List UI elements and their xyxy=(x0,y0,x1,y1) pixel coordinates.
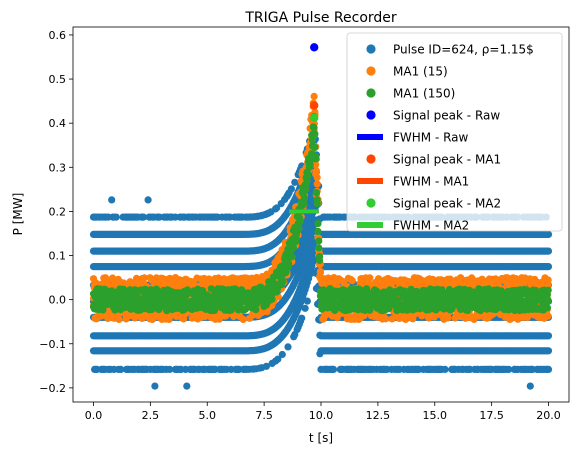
raw-point xyxy=(284,343,291,350)
raw-outlier-point xyxy=(183,383,190,390)
raw-point xyxy=(545,263,552,270)
raw-point xyxy=(441,366,448,373)
raw-point xyxy=(288,185,295,192)
ma1-point xyxy=(382,315,389,322)
raw-point xyxy=(545,366,552,373)
raw-point xyxy=(298,315,305,322)
ma1-point xyxy=(349,277,356,284)
ma1-point xyxy=(240,316,247,323)
raw-point xyxy=(545,347,552,354)
raw-point xyxy=(304,298,311,305)
raw-outlier-point xyxy=(151,383,158,390)
raw-outlier-point xyxy=(527,383,534,390)
ma1-point xyxy=(314,180,321,187)
raw-outlier-point xyxy=(145,196,152,203)
raw-point xyxy=(545,248,552,255)
raw-point xyxy=(279,351,286,358)
raw-point xyxy=(113,214,120,221)
ma1-point xyxy=(366,274,373,281)
raw-point xyxy=(330,366,337,373)
ma1-point xyxy=(314,174,321,181)
raw-outlier-point xyxy=(108,196,115,203)
ma1-point xyxy=(311,93,318,100)
raw-point xyxy=(545,231,552,238)
ma1-point xyxy=(313,167,320,174)
ma1-point xyxy=(317,269,324,276)
raw-point xyxy=(545,332,552,339)
raw-point xyxy=(302,305,309,312)
